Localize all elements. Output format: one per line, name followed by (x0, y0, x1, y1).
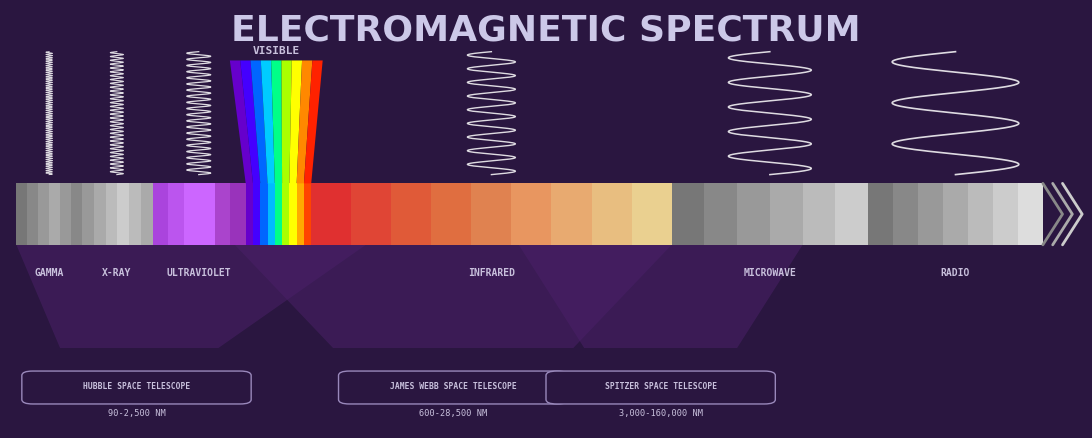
Text: SPITZER SPACE TELESCOPE: SPITZER SPACE TELESCOPE (605, 381, 716, 390)
Polygon shape (304, 61, 323, 184)
Polygon shape (519, 245, 803, 348)
Bar (672, 184, 704, 245)
Bar (230, 184, 246, 245)
Bar (71, 184, 82, 245)
Bar (60, 184, 71, 245)
Text: VISIBLE: VISIBLE (252, 46, 300, 56)
Bar (282, 184, 289, 245)
Bar (737, 184, 770, 245)
Bar (304, 184, 311, 245)
Text: 600-28,500 NM: 600-28,500 NM (419, 408, 487, 417)
Text: ULTRAVIOLET: ULTRAVIOLET (166, 267, 232, 277)
Polygon shape (240, 61, 260, 184)
Bar (868, 184, 893, 245)
Bar (297, 184, 304, 245)
Polygon shape (289, 61, 302, 184)
Bar (943, 184, 968, 245)
Polygon shape (271, 61, 282, 184)
Polygon shape (261, 61, 275, 184)
Bar (704, 184, 737, 245)
Bar (803, 184, 835, 245)
Bar (993, 184, 1018, 245)
Bar (835, 184, 868, 245)
Bar (511, 184, 551, 245)
Bar (168, 184, 183, 245)
Bar (129, 184, 141, 245)
Text: X-RAY: X-RAY (103, 267, 131, 277)
Bar (141, 184, 153, 245)
Text: RADIO: RADIO (941, 267, 970, 277)
Bar (16, 184, 27, 245)
Bar (118, 184, 129, 245)
Bar (199, 184, 215, 245)
Bar (968, 184, 993, 245)
Bar (770, 184, 803, 245)
FancyBboxPatch shape (546, 371, 775, 404)
Bar (275, 184, 282, 245)
FancyBboxPatch shape (22, 371, 251, 404)
Text: MICROWAVE: MICROWAVE (744, 267, 796, 277)
Text: ELECTROMAGNETIC SPECTRUM: ELECTROMAGNETIC SPECTRUM (232, 13, 860, 47)
Bar (94, 184, 106, 245)
Bar (631, 184, 672, 245)
Bar (918, 184, 943, 245)
Text: JAMES WEBB SPACE TELESCOPE: JAMES WEBB SPACE TELESCOPE (390, 381, 517, 390)
Bar (38, 184, 49, 245)
Text: 90-2,500 NM: 90-2,500 NM (108, 408, 165, 417)
Polygon shape (16, 245, 366, 348)
Text: HUBBLE SPACE TELESCOPE: HUBBLE SPACE TELESCOPE (83, 381, 190, 390)
Text: 3,000-160,000 NM: 3,000-160,000 NM (619, 408, 702, 417)
Bar (268, 184, 275, 245)
Polygon shape (250, 61, 268, 184)
Bar (391, 184, 431, 245)
Bar (215, 184, 230, 245)
Bar (49, 184, 60, 245)
Bar (106, 184, 118, 245)
Text: GAMMA: GAMMA (35, 267, 63, 277)
Bar (183, 184, 199, 245)
Bar (82, 184, 94, 245)
Bar (1018, 184, 1043, 245)
Bar (311, 184, 352, 245)
Bar (893, 184, 918, 245)
FancyBboxPatch shape (339, 371, 568, 404)
Polygon shape (282, 61, 292, 184)
Bar (253, 184, 260, 245)
Bar (246, 184, 253, 245)
Bar (289, 184, 297, 245)
Polygon shape (235, 245, 672, 348)
Bar (352, 184, 391, 245)
Bar (431, 184, 472, 245)
Polygon shape (297, 61, 312, 184)
Bar (260, 184, 268, 245)
Bar (27, 184, 38, 245)
Bar (592, 184, 631, 245)
Bar (472, 184, 511, 245)
Bar (153, 184, 168, 245)
Text: INFRARED: INFRARED (467, 267, 515, 277)
Bar (551, 184, 592, 245)
Polygon shape (229, 61, 253, 184)
